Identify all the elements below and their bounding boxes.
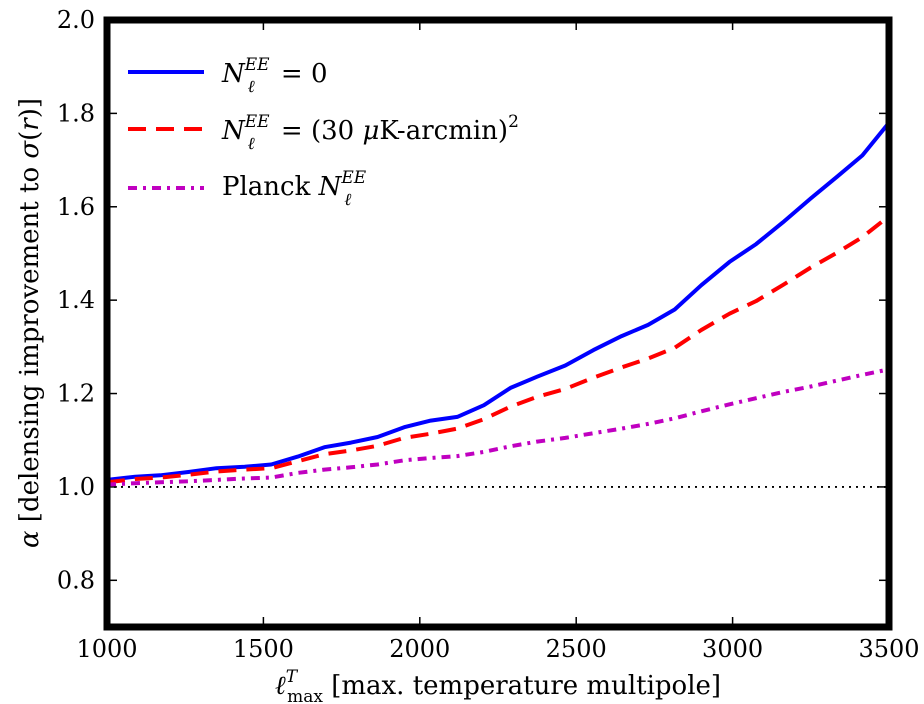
x-tick-label-3: 2500 xyxy=(546,635,607,663)
x-axis-label: ℓT max [max. temperature multipole] xyxy=(275,667,721,704)
axis-ticks xyxy=(106,19,890,627)
series-line-1 xyxy=(107,214,889,485)
y-tick-label-5: 1.8 xyxy=(57,99,95,127)
x-tick-label-0: 1000 xyxy=(76,635,137,663)
y-axis-label: α [delensing improvement to σ(r)] xyxy=(15,98,45,548)
legend-label-series-2: Planck NEE ℓ xyxy=(222,168,367,210)
y-tick-label-6: 2.0 xyxy=(57,6,95,34)
series-line-2 xyxy=(107,367,889,487)
y-tick-label-2: 1.2 xyxy=(57,380,95,408)
plot-frame xyxy=(103,16,893,631)
y-tick-label-1: 1.0 xyxy=(57,473,95,501)
legend-label-series-1: NEE ℓ = (30 μK-arcmin)2 xyxy=(221,112,519,154)
x-tick-label-5: 3500 xyxy=(858,635,919,663)
x-tick-label-4: 3000 xyxy=(702,635,763,663)
y-tick-label-3: 1.4 xyxy=(57,286,95,314)
y-tick-label-0: 0.8 xyxy=(57,566,95,594)
legend-label-series-0: NEE ℓ = 0 xyxy=(221,55,328,97)
series-group xyxy=(107,121,889,487)
x-tick-label-1: 1500 xyxy=(233,635,294,663)
legend: NEE ℓ = 0 NEE ℓ = (30 μK-arcmin)2 Planck N… xyxy=(128,55,519,210)
tick-labels: 1000 1500 2000 2500 3000 3500 0.8 1.0 1.2 1.4 1.6 1… xyxy=(57,6,920,663)
series-line-0 xyxy=(107,121,889,482)
x-tick-label-2: 2000 xyxy=(389,635,450,663)
y-tick-label-4: 1.6 xyxy=(57,193,95,221)
